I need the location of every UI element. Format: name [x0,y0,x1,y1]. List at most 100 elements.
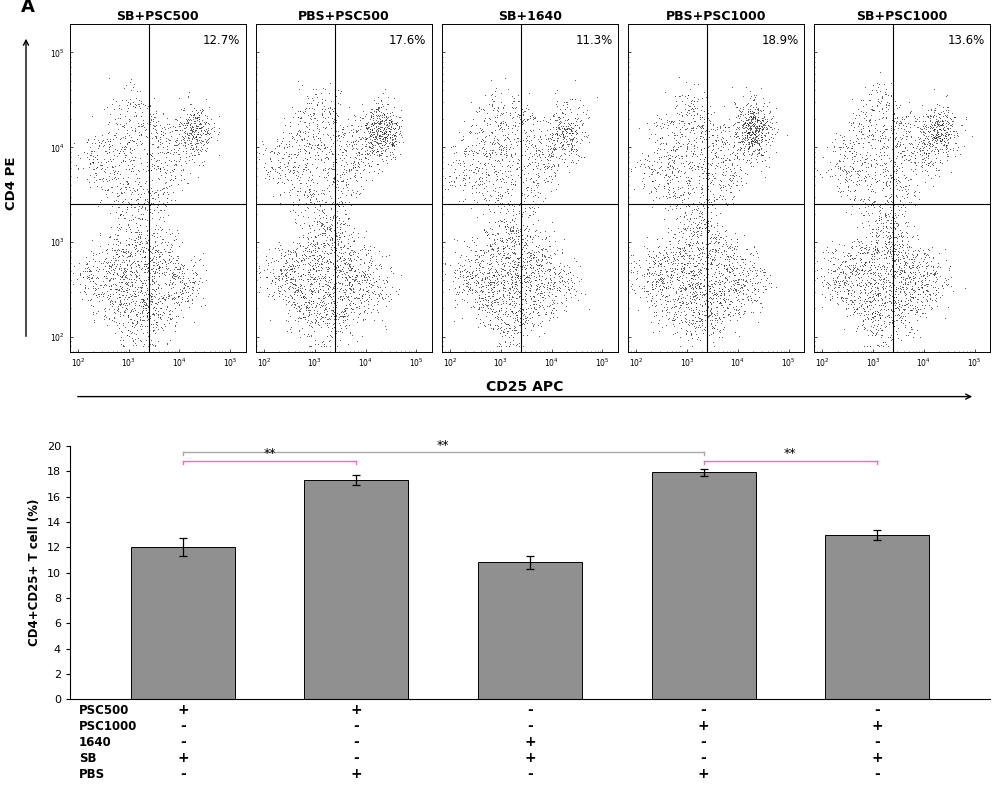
Point [650,259,666,272]
Point [902,266,918,279]
Point [344,302,360,315]
Point [95,275,111,287]
Point [741,153,757,166]
Point [712,297,728,310]
Point [173,295,189,308]
Point [495,117,511,130]
Point [124,238,140,251]
Point [864,326,880,338]
Point [483,158,499,171]
Point [742,122,758,135]
Point [504,213,520,226]
Point [849,278,865,290]
Point [142,289,158,302]
Point [345,313,361,326]
Point [894,144,910,157]
Point [730,276,746,289]
Point [286,278,302,290]
Point [65,267,81,280]
Point [837,176,853,189]
Point [887,131,903,144]
Point [879,122,895,135]
Point [526,148,542,160]
Point [848,109,864,122]
Point [374,291,390,304]
Point [304,102,320,115]
Point [290,199,306,211]
Point [534,314,550,327]
Point [130,306,146,318]
Point [292,269,308,282]
Point [554,105,570,118]
Point [907,307,923,320]
Point [720,242,736,255]
Point [447,246,463,259]
Point [629,267,645,280]
Point [935,110,951,123]
Point [140,301,156,314]
Point [566,282,582,295]
Point [494,108,510,120]
Point [130,281,146,294]
Point [523,186,539,199]
Point [895,273,911,286]
Point [158,200,174,212]
Point [507,314,523,326]
Point [921,136,937,149]
Point [358,131,374,144]
Point [120,244,136,257]
Point [877,157,893,170]
Point [120,218,136,231]
Point [309,120,325,132]
Point [880,132,896,145]
Point [678,223,694,236]
Point [98,173,114,186]
Point [679,176,695,189]
Point [146,152,162,164]
Point [913,275,929,287]
Point [165,251,181,264]
Point [655,120,671,133]
Point [127,287,143,300]
Point [922,109,938,121]
Point [727,269,743,282]
Point [661,289,677,302]
Point [698,294,714,306]
Point [185,143,201,156]
Point [818,278,834,290]
Point [550,122,566,135]
Point [126,314,142,326]
Point [938,120,954,132]
Point [331,266,347,279]
Point [484,93,500,105]
Point [101,143,117,156]
Point [303,297,319,310]
Point [740,102,756,115]
Point [184,275,200,288]
Point [152,311,168,324]
Point [518,236,534,249]
Point [871,210,887,223]
Point [757,279,773,292]
Point [279,172,295,185]
Point [873,318,889,331]
Point [303,329,319,342]
Point [486,94,502,107]
Point [301,309,317,322]
Point [664,203,680,215]
Point [632,153,648,166]
Point [179,280,195,293]
Point [88,264,104,277]
Point [488,249,504,262]
Point [297,102,313,115]
Point [493,302,509,314]
Point [900,124,916,137]
Point [274,271,290,284]
Point [873,329,889,342]
Text: SB: SB [79,752,96,764]
Point [891,229,907,242]
Point [827,145,843,158]
Point [662,294,678,307]
Point [714,315,730,328]
Point [311,248,327,261]
